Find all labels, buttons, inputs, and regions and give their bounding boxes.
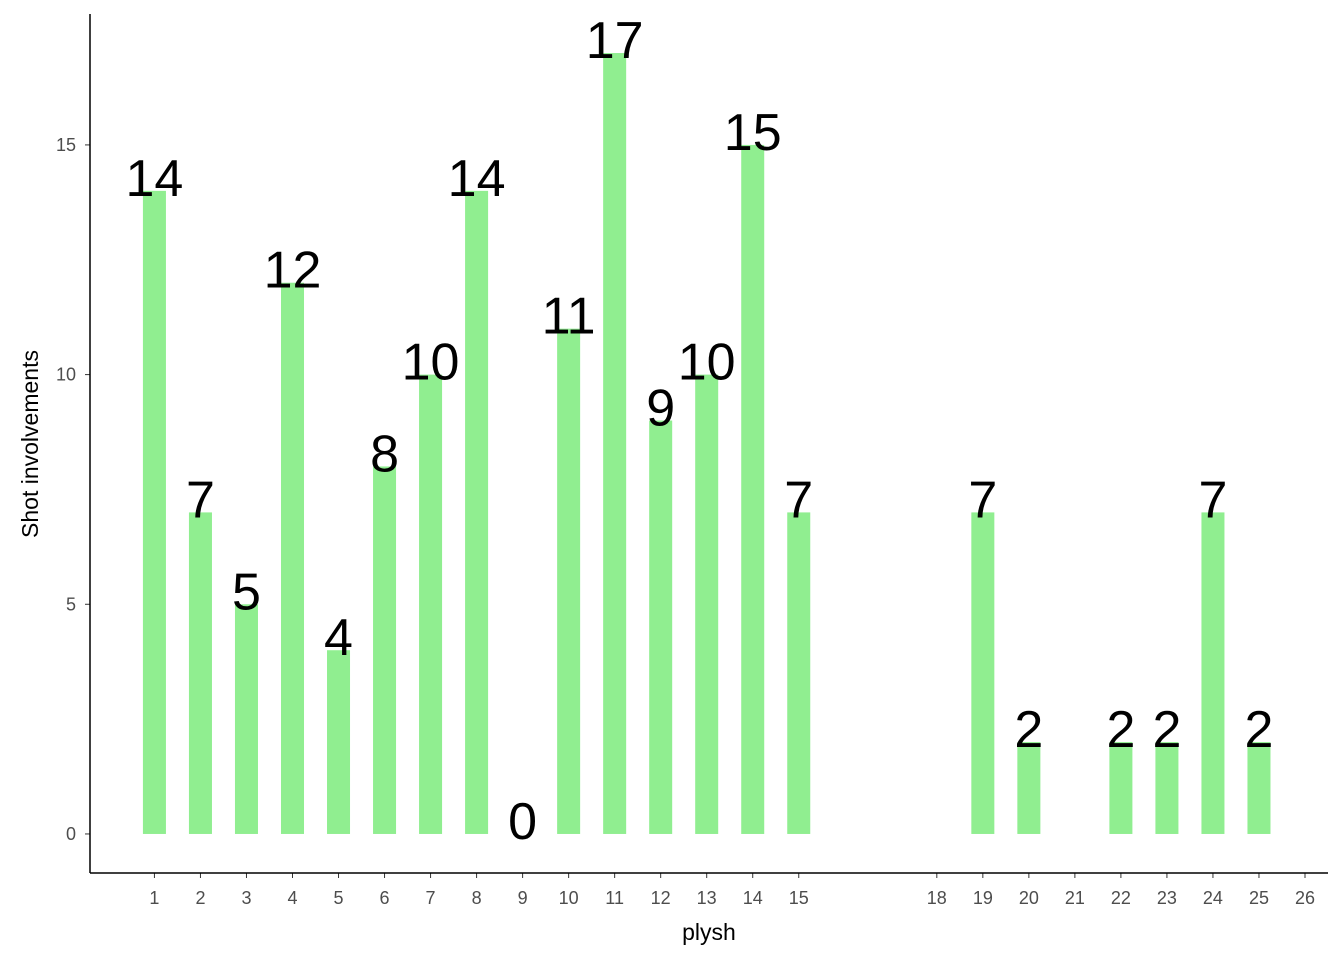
bar bbox=[419, 374, 443, 834]
value-label: 2 bbox=[1152, 701, 1181, 759]
x-tick-label: 21 bbox=[1065, 888, 1085, 908]
y-tick-label: 15 bbox=[56, 135, 76, 155]
x-tick-label: 26 bbox=[1295, 888, 1315, 908]
bar bbox=[234, 604, 258, 834]
x-tick-label: 20 bbox=[1019, 888, 1039, 908]
value-label: 0 bbox=[508, 793, 537, 851]
value-label: 12 bbox=[264, 242, 322, 300]
x-tick-label: 7 bbox=[426, 888, 436, 908]
bar bbox=[280, 282, 305, 834]
x-tick-label: 6 bbox=[380, 888, 390, 908]
x-tick-label: 3 bbox=[241, 888, 251, 908]
y-axis-title: Shot involvements bbox=[17, 350, 43, 538]
value-label: 7 bbox=[968, 471, 997, 529]
x-axis-title: plysh bbox=[682, 919, 736, 945]
x-tick-label: 12 bbox=[651, 888, 671, 908]
value-label: 7 bbox=[186, 471, 215, 529]
x-tick-label: 15 bbox=[789, 888, 809, 908]
value-label: 7 bbox=[784, 471, 813, 529]
bar bbox=[373, 466, 397, 834]
y-tick-label: 10 bbox=[56, 365, 76, 385]
bar bbox=[1155, 742, 1179, 834]
x-tick-label: 19 bbox=[973, 888, 993, 908]
value-label: 11 bbox=[542, 288, 596, 346]
value-label: 4 bbox=[324, 609, 353, 667]
value-label: 8 bbox=[370, 425, 399, 483]
bar bbox=[557, 328, 581, 834]
value-label: 9 bbox=[646, 380, 675, 438]
bar bbox=[603, 53, 627, 834]
value-label: 14 bbox=[448, 150, 506, 208]
value-label: 7 bbox=[1198, 471, 1227, 529]
value-label: 14 bbox=[126, 150, 184, 208]
bar bbox=[1247, 742, 1271, 834]
x-tick-label: 22 bbox=[1111, 888, 1131, 908]
x-tick-label: 2 bbox=[195, 888, 205, 908]
value-label: 2 bbox=[1106, 701, 1135, 759]
value-label: 17 bbox=[586, 12, 644, 70]
value-label: 10 bbox=[678, 334, 736, 392]
x-tick-label: 10 bbox=[559, 888, 579, 908]
bar bbox=[465, 190, 489, 834]
value-label: 2 bbox=[1245, 701, 1274, 759]
bar bbox=[1017, 742, 1041, 834]
bar bbox=[142, 190, 166, 834]
bar bbox=[327, 650, 351, 834]
bar bbox=[741, 144, 765, 834]
value-label: 5 bbox=[232, 563, 261, 621]
bar bbox=[188, 512, 212, 834]
x-tick-label: 4 bbox=[287, 888, 297, 908]
x-tick-label: 24 bbox=[1203, 888, 1223, 908]
value-label: 2 bbox=[1014, 701, 1043, 759]
bar bbox=[971, 512, 995, 834]
value-label: 10 bbox=[402, 334, 460, 392]
y-tick-label: 0 bbox=[66, 824, 76, 844]
x-tick-label: 14 bbox=[743, 888, 763, 908]
x-tick-label: 1 bbox=[149, 888, 159, 908]
x-tick-label: 25 bbox=[1249, 888, 1269, 908]
x-tick-label: 8 bbox=[472, 888, 482, 908]
y-tick-label: 5 bbox=[66, 594, 76, 614]
bar bbox=[1201, 512, 1225, 834]
x-tick-label: 11 bbox=[605, 888, 624, 908]
value-label: 15 bbox=[724, 104, 782, 162]
bar bbox=[649, 420, 673, 834]
x-tick-label: 5 bbox=[334, 888, 344, 908]
x-tick-label: 18 bbox=[927, 888, 947, 908]
bar bbox=[787, 512, 811, 834]
x-tick-label: 9 bbox=[518, 888, 528, 908]
x-tick-label: 13 bbox=[697, 888, 717, 908]
bar bbox=[1109, 742, 1133, 834]
x-tick-label: 23 bbox=[1157, 888, 1177, 908]
bar bbox=[695, 374, 719, 834]
